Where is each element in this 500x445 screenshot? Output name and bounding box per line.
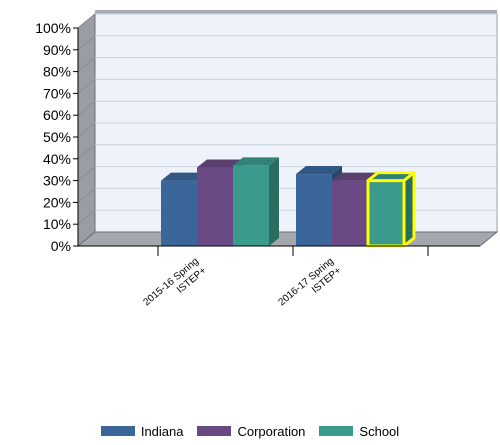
bar-top: [332, 172, 378, 181]
gridline-depth: [77, 57, 96, 72]
legend-item-school: School: [319, 424, 399, 439]
bar-front: [332, 180, 368, 246]
x-category-label: 2015-16 SpringISTEP+: [141, 256, 208, 318]
y-tick-label: 90%: [43, 42, 71, 58]
y-tick-label: 10%: [43, 216, 71, 232]
bar-side: [269, 157, 279, 246]
gridline-depth: [77, 188, 96, 203]
y-tick-label: 40%: [43, 151, 71, 167]
bar-top: [161, 172, 207, 181]
bar-front: [233, 165, 269, 246]
bar-top: [197, 159, 243, 168]
gridline-depth: [77, 100, 96, 116]
bar: [161, 172, 207, 246]
plot-top-frame: [95, 10, 497, 14]
legend-swatch-indiana: [100, 426, 135, 436]
legend: Indiana Corporation School: [0, 421, 500, 441]
bar-top: [233, 157, 279, 166]
y-tick-label: 20%: [43, 194, 71, 210]
y-tick-label: 60%: [43, 107, 71, 123]
y-tick-label: 80%: [43, 64, 71, 80]
gridline-depth: [77, 166, 96, 181]
gridline-depth: [77, 144, 96, 160]
gridline-depth: [77, 209, 96, 225]
plot-floor: [76, 231, 499, 247]
legend-item-indiana: Indiana: [100, 423, 184, 439]
bar-front: [161, 180, 197, 246]
legend-swatch-corporation: [197, 426, 232, 436]
legend-label-indiana: Indiana: [140, 423, 184, 439]
y-tick-label: 70%: [43, 85, 71, 101]
bar-front: [197, 167, 233, 246]
legend-label-school: School: [359, 423, 400, 439]
bar-top: [296, 166, 342, 175]
bar-top: [368, 172, 414, 181]
bar: [366, 171, 416, 248]
y-tick-label: 50%: [43, 129, 71, 145]
y-tick-label: 100%: [35, 20, 71, 36]
bar-side: [404, 172, 414, 246]
x-category-label: 2016-17 SpringISTEP+: [276, 256, 343, 318]
gridline-depth: [77, 13, 96, 29]
gridline-depth: [77, 35, 96, 51]
legend-label-corporation: Corporation: [237, 423, 306, 439]
bar-front: [368, 180, 404, 246]
chart-area: 0% 10% 20% 30% 40% 50% 60% 70% 80% 90% 100% 2015-16…: [35, 10, 499, 318]
gridline-depth: [77, 79, 96, 94]
bar-front: [296, 174, 332, 246]
legend-item-corporation: Corporation: [197, 424, 305, 439]
gridline-depth: [77, 122, 96, 138]
legend-swatch-school: [319, 426, 354, 436]
y-tick-label: 30%: [43, 173, 71, 189]
y-tick-label: 0%: [51, 238, 71, 254]
bar: [233, 157, 279, 246]
